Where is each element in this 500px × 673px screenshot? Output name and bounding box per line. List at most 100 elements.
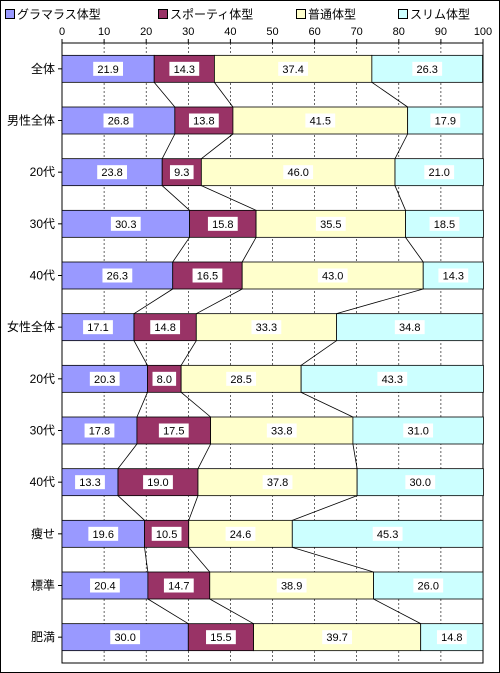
value-label-s1-row-4: 16.5 — [197, 271, 218, 283]
series-line-1-row-6 — [136, 392, 148, 418]
series-line-3-row-2 — [394, 185, 406, 211]
value-label-s1-row-9: 10.5 — [156, 529, 177, 541]
legend-item-normal: 普通体型 — [296, 5, 356, 23]
series-line-3-row-10 — [373, 598, 421, 625]
value-label-s2-row-4: 43.0 — [322, 271, 343, 283]
category-label-11: 肥満 — [31, 630, 55, 644]
value-label-s1-row-5: 14.8 — [154, 322, 175, 334]
value-label-s2-row-11: 39.7 — [326, 632, 347, 644]
legend-label-normal: 普通体型 — [308, 7, 357, 22]
series-line-2-row-4 — [196, 288, 243, 315]
value-label-bg-s3-row-3 — [429, 216, 460, 231]
tick-label-x-0: 0 — [59, 26, 65, 38]
value-label-bg-s0-row-6 — [89, 371, 120, 386]
value-label-bg-s1-row-8 — [143, 475, 173, 490]
value-label-s0-row-7: 17.8 — [89, 426, 110, 438]
series-line-2-row-5 — [180, 340, 197, 366]
series-line-1-row-0 — [153, 82, 176, 108]
value-label-bg-s0-row-0 — [93, 61, 123, 76]
legend-item-glamorous: グラマラス体型 — [5, 5, 101, 23]
value-label-s1-row-6: 8.0 — [157, 374, 172, 386]
value-label-bg-s3-row-4 — [438, 268, 469, 283]
value-label-s3-row-5: 34.8 — [399, 322, 420, 334]
value-label-bg-s1-row-0 — [169, 61, 200, 76]
value-label-s0-row-8: 13.3 — [79, 477, 100, 489]
legend-label-glamorous: グラマラス体型 — [17, 7, 101, 22]
value-label-s1-row-3: 15.8 — [212, 219, 233, 231]
series-line-3-row-1 — [394, 133, 408, 159]
value-label-s2-row-6: 28.5 — [230, 374, 251, 386]
value-label-bg-s3-row-11 — [436, 630, 467, 645]
value-label-s2-row-3: 35.5 — [320, 219, 341, 231]
value-label-bg-s2-row-8 — [262, 475, 293, 490]
value-label-bg-s1-row-1 — [188, 113, 219, 128]
value-label-s2-row-9: 24.6 — [230, 529, 251, 541]
series-line-2-row-1 — [201, 133, 234, 159]
value-label-s1-row-2: 9.3 — [174, 167, 189, 179]
series-line-1-row-8 — [117, 495, 145, 521]
series-line-2-row-9 — [188, 547, 211, 573]
value-label-s0-row-9: 19.6 — [93, 529, 114, 541]
value-label-bg-s3-row-9 — [372, 526, 403, 541]
value-label-s3-row-1: 17.9 — [435, 116, 456, 128]
category-label-9: 痩せ — [31, 526, 55, 541]
value-label-s1-row-1: 13.8 — [193, 116, 214, 128]
value-label-bg-s2-row-5 — [251, 320, 282, 335]
value-label-s3-row-4: 14.3 — [443, 271, 464, 283]
legend-swatch-glamorous — [5, 8, 15, 19]
series-line-3-row-0 — [371, 82, 408, 108]
legend-swatch-slim — [398, 8, 408, 19]
value-label-bg-s3-row-5 — [394, 320, 425, 335]
series-line-2-row-3 — [241, 237, 257, 263]
tick-label-x-40: 40 — [224, 26, 236, 38]
legend-label-slim: スリム体型 — [410, 7, 471, 22]
value-label-bg-s3-row-6 — [377, 371, 408, 386]
value-label-bg-s3-row-2 — [424, 165, 455, 180]
value-label-bg-s3-row-0 — [412, 61, 443, 76]
tick-label-x-90: 90 — [435, 26, 447, 38]
value-label-s2-row-2: 46.0 — [287, 167, 308, 179]
value-label-s2-row-10: 38.9 — [281, 581, 302, 593]
tick-label-x-100: 100 — [474, 26, 492, 38]
value-label-bg-s3-row-10 — [413, 578, 444, 593]
value-label-s2-row-5: 33.3 — [256, 322, 277, 334]
value-label-bg-s1-row-9 — [151, 526, 182, 541]
series-line-2-row-2 — [201, 185, 257, 211]
series-line-3-row-3 — [405, 237, 424, 263]
series-line-3-row-8 — [292, 495, 358, 521]
series-line-1-row-3 — [172, 237, 190, 263]
tick-label-x-30: 30 — [182, 26, 194, 38]
value-label-bg-s1-row-2 — [169, 165, 194, 180]
value-label-s3-row-6: 43.3 — [382, 374, 403, 386]
series-line-1-row-1 — [161, 133, 176, 159]
series-line-1-row-4 — [133, 288, 173, 315]
tick-label-x-60: 60 — [308, 26, 320, 38]
series-line-1-row-10 — [147, 598, 189, 625]
value-label-s0-row-2: 23.8 — [101, 167, 122, 179]
series-line-2-row-7 — [197, 443, 211, 469]
value-label-bg-s2-row-6 — [226, 371, 257, 386]
series-line-2-row-6 — [180, 392, 211, 418]
value-label-bg-s0-row-9 — [88, 526, 119, 541]
value-label-bg-s0-row-10 — [90, 578, 120, 593]
series-line-3-row-9 — [292, 546, 374, 573]
value-label-bg-s0-row-7 — [84, 423, 115, 438]
value-label-bg-s2-row-1 — [305, 113, 336, 128]
value-label-bg-s2-row-2 — [283, 165, 314, 180]
category-label-10: 標準 — [31, 578, 55, 593]
legend-item-sporty: スポーティ体型 — [158, 5, 253, 23]
value-label-s3-row-10: 26.0 — [418, 581, 439, 593]
value-label-s3-row-2: 21.0 — [429, 167, 450, 179]
value-label-bg-s1-row-10 — [163, 578, 194, 593]
tick-label-x-80: 80 — [393, 26, 405, 38]
value-label-s3-row-11: 14.8 — [441, 632, 462, 644]
value-label-bg-s0-row-2 — [97, 165, 127, 180]
value-label-bg-s3-row-1 — [430, 113, 461, 128]
value-label-bg-s1-row-11 — [206, 630, 236, 645]
value-label-bg-s2-row-9 — [225, 526, 256, 541]
series-line-3-row-5 — [300, 340, 337, 366]
category-label-5: 女性全体 — [7, 319, 55, 334]
tick-label-x-50: 50 — [266, 26, 278, 38]
value-label-bg-s2-row-3 — [315, 216, 346, 231]
